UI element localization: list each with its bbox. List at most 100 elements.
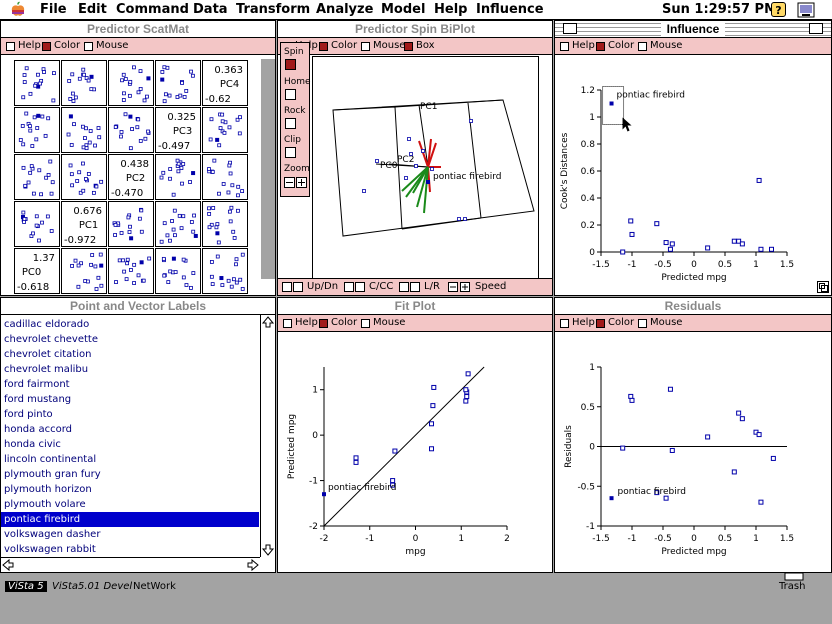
menu-data[interactable]: Data <box>193 2 228 17</box>
data-point <box>162 65 167 70</box>
clip-toggle[interactable] <box>285 147 296 158</box>
menu-transform[interactable]: Transform <box>236 2 311 17</box>
label-list-item[interactable]: lincoln continental <box>4 454 97 465</box>
data-point <box>36 72 40 77</box>
y-tick-label: 1.2 <box>581 86 595 96</box>
speed-buttons[interactable] <box>448 282 472 293</box>
influence-plot[interactable]: -1.5 -1 -0.5 0 0.5 1 1.5 0 0.2 0.4 0.6 0.8 1 1.2 Predi… <box>555 21 832 296</box>
menu-edit[interactable]: Edit <box>78 2 107 17</box>
data-point <box>77 76 82 81</box>
lr-buttons[interactable] <box>399 282 421 293</box>
fitplot-titlebar[interactable]: Fit Plot <box>278 298 552 315</box>
trash-icon[interactable] <box>783 573 805 581</box>
desktop-item-vista5[interactable]: ViSta 5 <box>5 581 47 592</box>
label-list-item[interactable]: ford fairmont <box>4 379 70 390</box>
desktop-item-network[interactable]: NetWork <box>133 581 176 592</box>
spinplot-color-toggle[interactable]: Color <box>319 38 357 54</box>
home-button[interactable] <box>285 89 296 100</box>
cwccw-buttons[interactable] <box>344 282 366 293</box>
matrix-cell <box>108 154 154 200</box>
menu-analyze[interactable]: Analyze <box>316 2 374 17</box>
labels-titlebar[interactable]: Point and Vector Labels <box>1 298 275 315</box>
scroll-up-arrow-icon[interactable] <box>261 315 275 329</box>
desktop-item-vista-devel[interactable]: ViSta5.01 Devel <box>52 581 133 592</box>
option-label: Mouse <box>96 40 129 51</box>
spin-toggle[interactable] <box>285 59 296 70</box>
label-list-item[interactable]: chevrolet citation <box>4 349 92 360</box>
data-point <box>628 218 634 224</box>
data-point <box>161 256 166 261</box>
fitplot-help-toggle[interactable]: Help <box>283 315 318 331</box>
scatmat-color-toggle[interactable]: Color <box>42 38 80 54</box>
data-point <box>215 222 220 226</box>
zoom-buttons[interactable] <box>284 177 308 188</box>
x-tick-label: 0.5 <box>718 260 732 270</box>
checkbox-checked-icon <box>404 41 413 51</box>
residuals-plot[interactable]: -1.5 -1 -0.5 0 0.5 1 1.5 -1 -0.5 0 0.5 1 Predicted m… <box>555 298 832 573</box>
influence-titlebar[interactable]: Influence <box>555 21 831 38</box>
rock-toggle[interactable] <box>285 118 296 129</box>
application-menu-icon[interactable] <box>797 2 815 18</box>
fitplot-color-toggle[interactable]: Color <box>319 315 357 331</box>
scatmat-help-toggle[interactable]: Help <box>6 38 41 54</box>
data-point <box>99 283 104 288</box>
influence-color-toggle[interactable]: Color <box>596 38 634 54</box>
label-list-item[interactable]: pontiac firebird <box>1 512 259 527</box>
scroll-left-arrow-icon[interactable] <box>1 558 15 572</box>
label-list-item[interactable]: ford pinto <box>4 409 53 420</box>
data-point <box>28 128 33 133</box>
label-list-item[interactable]: plymouth gran fury <box>4 469 101 480</box>
label-list-item[interactable]: plymouth volare <box>4 499 86 510</box>
scatmat-mouse-toggle[interactable]: Mouse <box>84 38 128 54</box>
scatmat-titlebar[interactable]: Predictor ScatMat <box>1 21 275 38</box>
label-list-item[interactable]: honda accord <box>4 424 72 435</box>
menu-help[interactable]: Help <box>434 2 468 17</box>
spinplot-mouse-toggle[interactable]: Mouse <box>361 38 405 54</box>
spinplot-titlebar[interactable]: Predictor Spin BiPlot <box>278 21 552 38</box>
fit-plot[interactable]: -2 -1 0 1 2 -2 -1 0 1 mpg Predicted mpg pontiac fir… <box>278 298 553 573</box>
data-point <box>214 225 219 230</box>
residuals-help-toggle[interactable]: Help <box>560 315 595 331</box>
data-point <box>130 127 134 131</box>
label-list-item[interactable]: ford mustang <box>4 394 72 405</box>
label-list-item[interactable]: volkswagen dasher <box>4 529 101 540</box>
balloon-help-icon[interactable]: ? <box>771 2 786 17</box>
grow-box-icon[interactable] <box>817 281 829 293</box>
scroll-down-arrow-icon[interactable] <box>261 543 275 557</box>
data-point <box>463 217 467 221</box>
label-list-item[interactable]: chevrolet chevette <box>4 334 98 345</box>
label-list-item[interactable]: volkswagen rabbit <box>4 544 96 555</box>
point-label: pontiac firebird <box>618 487 686 497</box>
menu-model[interactable]: Model <box>381 2 426 17</box>
data-point <box>222 130 227 135</box>
rock-label: Rock <box>284 106 306 116</box>
label-list-item[interactable]: cadillac eldorado <box>4 319 90 330</box>
data-point-selected <box>160 77 165 82</box>
menu-command[interactable]: Command <box>116 2 189 17</box>
label-list-item[interactable]: chevrolet malibu <box>4 364 89 375</box>
fitplot-mouse-toggle[interactable]: Mouse <box>361 315 405 331</box>
label-list-item[interactable]: honda civic <box>4 439 61 450</box>
data-point <box>207 211 212 216</box>
influence-help-toggle[interactable]: Help <box>560 38 595 54</box>
close-box-icon[interactable] <box>563 23 577 34</box>
label-list-hscroll[interactable] <box>1 557 260 572</box>
scroll-right-arrow-icon[interactable] <box>246 558 260 572</box>
zoom-box-icon[interactable] <box>809 23 823 34</box>
scatterplot-matrix[interactable]: 0.363 PC4 -0.62 0.325 PC3 -0.497 0.438 PC2 -0.47… <box>1 21 276 296</box>
label-list-item[interactable]: plymouth horizon <box>4 484 92 495</box>
menu-file[interactable]: File <box>40 2 67 17</box>
influence-mouse-toggle[interactable]: Mouse <box>638 38 682 54</box>
data-point <box>226 190 231 195</box>
data-point <box>189 220 194 224</box>
updown-buttons[interactable] <box>282 282 304 293</box>
menu-influence[interactable]: Influence <box>476 2 544 17</box>
apple-menu-icon[interactable] <box>10 1 26 18</box>
spinplot-box-toggle[interactable]: Box <box>404 38 435 54</box>
residuals-mouse-toggle[interactable]: Mouse <box>638 315 682 331</box>
residuals-color-toggle[interactable]: Color <box>596 315 634 331</box>
data-point <box>125 257 130 262</box>
label-list-vscroll[interactable] <box>260 315 275 557</box>
residuals-titlebar[interactable]: Residuals <box>555 298 831 315</box>
